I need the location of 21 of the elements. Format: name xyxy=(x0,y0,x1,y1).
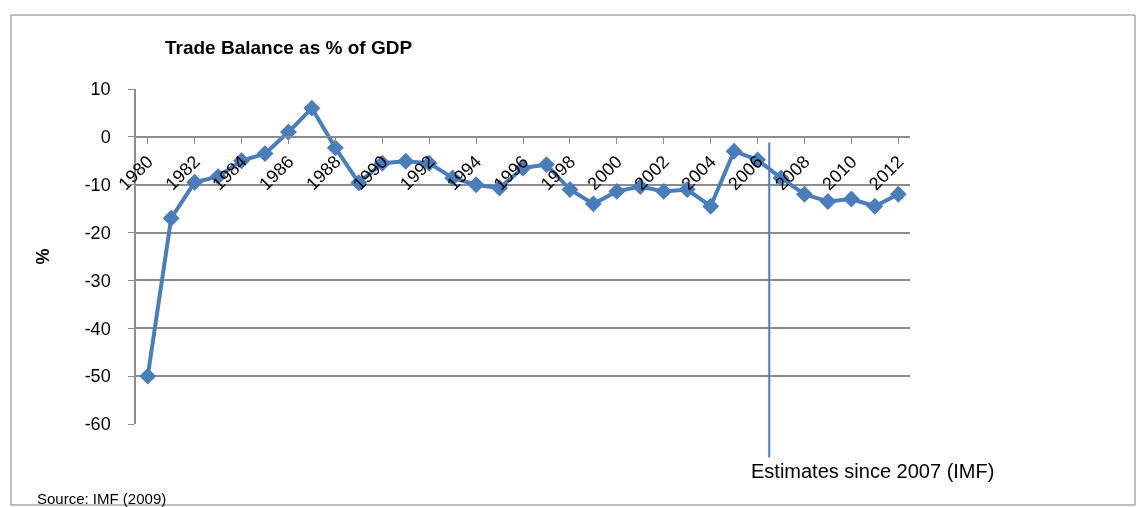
point xyxy=(303,99,321,117)
y-tick-label: -30 xyxy=(84,270,111,291)
point xyxy=(162,209,180,227)
y-tick-label: -10 xyxy=(84,175,111,196)
point xyxy=(842,190,860,208)
y-tick-label: 10 xyxy=(90,79,111,100)
point xyxy=(702,197,720,215)
y-tick-label: 0 xyxy=(100,127,111,148)
y-axis-title: % xyxy=(33,248,54,265)
point xyxy=(866,197,884,215)
point xyxy=(139,367,157,385)
point xyxy=(326,139,344,157)
y-tick-label: -50 xyxy=(84,366,111,387)
y-tick-label: -60 xyxy=(84,414,111,435)
y-tick-label: -20 xyxy=(84,222,111,243)
source-note: Source: IMF (2009) xyxy=(37,490,167,507)
chart-title: Trade Balance as % of GDP xyxy=(165,36,413,58)
point xyxy=(819,193,837,210)
y-tick-label: -40 xyxy=(84,318,111,339)
point xyxy=(584,195,602,213)
ref-line-label: Estimates since 2007 (IMF) xyxy=(751,460,995,482)
